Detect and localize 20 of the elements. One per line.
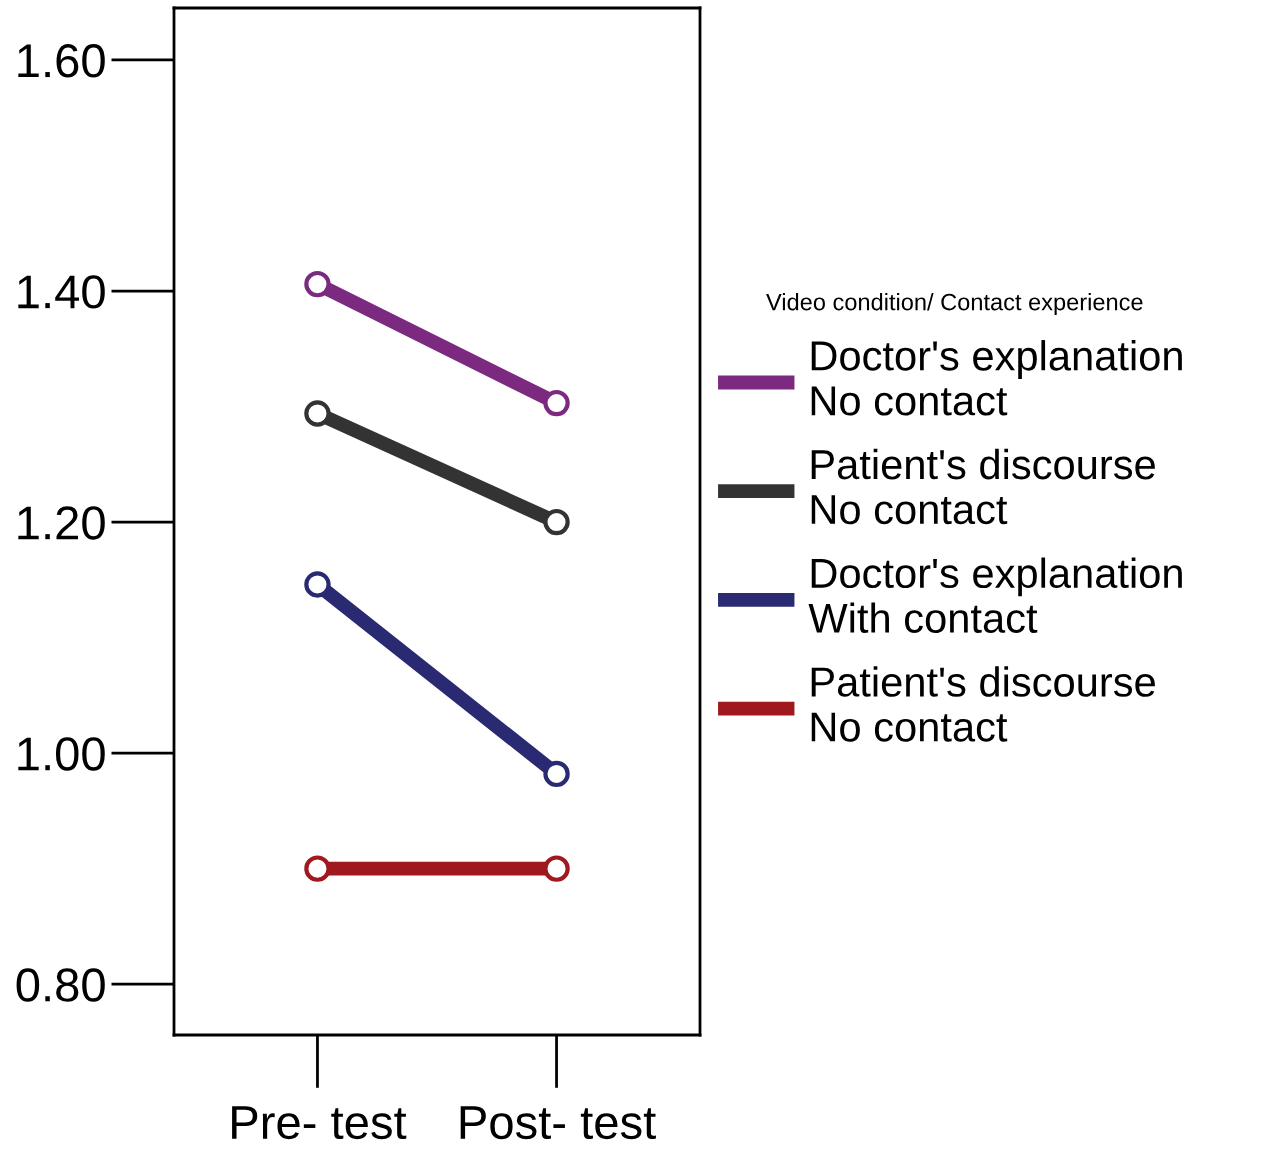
y-tick-label: 0.80 (16, 968, 105, 1002)
point (304, 270, 331, 298)
point (543, 855, 570, 882)
point (543, 389, 570, 417)
y-tick-label: 1.00 (18, 737, 105, 771)
point (304, 571, 331, 598)
x-tick-label: Post- test (460, 1106, 656, 1140)
point (543, 760, 570, 788)
legend-label: Doctor's explanation No contact (811, 340, 1182, 416)
x-tick-label: Pre- test (232, 1106, 407, 1140)
legend-label: Patient's discourse No contact (811, 448, 1155, 525)
point (304, 400, 331, 427)
point (304, 855, 331, 882)
y-tick-label: 1.20 (18, 506, 105, 540)
legend-title: Video condition/ Contact experience (766, 293, 1143, 316)
point (543, 508, 570, 536)
y-tick-label: 1.40 (18, 275, 105, 309)
y-tick-label: 1.60 (18, 44, 105, 78)
legend-label: Doctor's explanation With contact (808, 557, 1182, 633)
legend-label: Patient's discourse No contact (811, 666, 1155, 742)
